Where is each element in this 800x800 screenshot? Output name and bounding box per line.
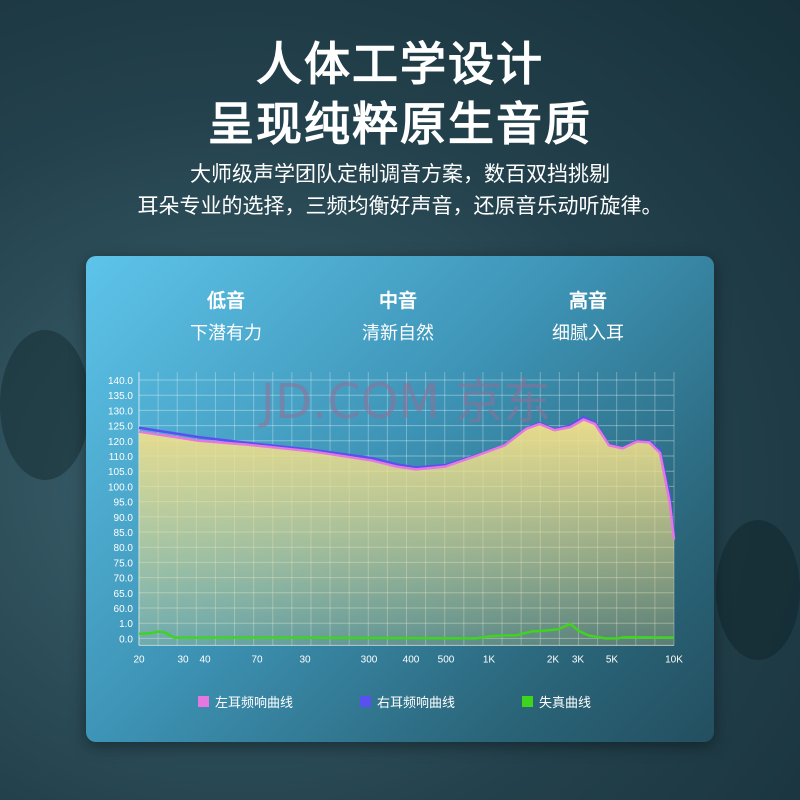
headline-line1: 人体工学设计 xyxy=(256,37,544,91)
x-tick-label: 2K xyxy=(547,654,560,665)
band-name: 中音 xyxy=(378,290,417,312)
y-tick-label: 100.0 xyxy=(108,482,133,493)
x-tick-label: 5K xyxy=(606,654,619,665)
x-tick-label: 10K xyxy=(665,654,683,665)
y-tick-label: 110.0 xyxy=(109,452,134,463)
band-desc: 细腻入耳 xyxy=(552,323,624,344)
y-tick-label: 120.0 xyxy=(108,437,133,448)
y-tick-label: 1.0 xyxy=(119,619,133,630)
legend-swatch xyxy=(360,696,371,707)
band-mid: 中音 清新自然 xyxy=(318,286,478,345)
x-tick-label: 3K xyxy=(572,654,585,665)
x-tick-label: 400 xyxy=(403,654,420,665)
series-line-2 xyxy=(138,622,675,640)
legend-label: 右耳频响曲线 xyxy=(377,696,456,711)
series-line-0 xyxy=(138,418,676,540)
x-tick-label: 30 xyxy=(177,654,189,665)
background-decoration xyxy=(0,330,90,480)
y-tick-label: 95.0 xyxy=(114,498,134,509)
legend-left: 左耳频响曲线 xyxy=(198,692,293,711)
y-tick-label: 125.0 xyxy=(108,422,133,433)
frequency-response-card: 低音 下潜有力 中音 清新自然 高音 细腻入耳 140.0 135.0 130.0 1… xyxy=(86,256,714,742)
response-area-fill xyxy=(139,419,674,646)
x-tick-label: 300 xyxy=(361,654,378,665)
frequency-response-chart: 140.0 135.0 130.0 125.0 120.0 110.0 105.0 100.0… xyxy=(108,372,683,665)
x-tick-label: 20 xyxy=(133,654,145,665)
band-bass: 低音 下潜有力 xyxy=(146,286,306,345)
subtitle-line2: 耳朵专业的选择，三频均衡好声音，还原音乐动听旋律。 xyxy=(137,194,663,218)
x-tick-label: 500 xyxy=(438,654,455,665)
band-desc: 下潜有力 xyxy=(190,323,262,344)
legend-right: 右耳频响曲线 xyxy=(360,692,455,711)
y-tick-label: 60.0 xyxy=(114,604,134,615)
watermark: JD.COM 京东 xyxy=(258,374,551,430)
subtitle-line1: 大师级声学团队定制调音方案，数百双挡挑剔 xyxy=(190,162,610,186)
legend-swatch xyxy=(522,696,533,707)
y-tick-label: 105.0 xyxy=(108,467,133,478)
headline-line2: 呈现纯粹原生音质 xyxy=(208,97,592,151)
legend-label: 失真曲线 xyxy=(539,696,592,711)
x-tick-label: 30 xyxy=(299,654,311,665)
y-tick-label: 140.0 xyxy=(108,376,133,387)
x-tick-label: 40 xyxy=(199,654,211,665)
y-tick-label: 85.0 xyxy=(114,528,134,539)
y-tick-label: 130.0 xyxy=(108,406,133,417)
band-name: 高音 xyxy=(568,290,607,312)
x-tick-label: 1K xyxy=(483,654,496,665)
y-tick-label: 80.0 xyxy=(114,543,134,554)
legend-swatch xyxy=(198,696,209,707)
y-tick-label: 135.0 xyxy=(108,391,133,402)
band-desc: 清新自然 xyxy=(362,323,434,344)
y-tick-label: 65.0 xyxy=(114,589,134,600)
x-tick-label: 70 xyxy=(251,654,263,665)
legend-distortion: 失真曲线 xyxy=(522,692,591,711)
y-tick-label: 90.0 xyxy=(114,513,134,524)
band-name: 低音 xyxy=(206,290,245,312)
background-decoration xyxy=(716,520,800,660)
legend-label: 左耳频响曲线 xyxy=(215,696,294,711)
y-tick-label: 70.0 xyxy=(114,574,134,585)
y-tick-label: 75.0 xyxy=(114,558,134,569)
y-tick-label: 0.0 xyxy=(119,634,133,645)
band-treble: 高音 细腻入耳 xyxy=(508,286,668,345)
